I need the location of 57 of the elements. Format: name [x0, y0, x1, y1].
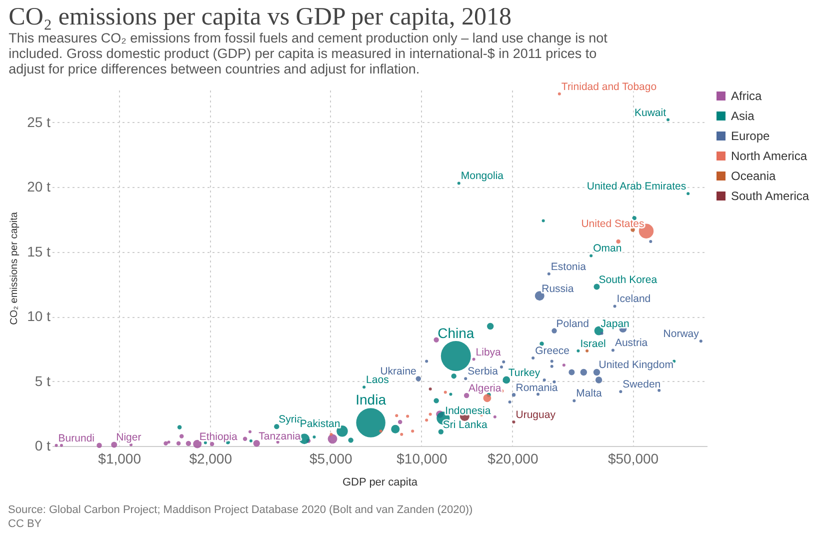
- annotation: Poland: [556, 318, 590, 330]
- annotation: United States: [581, 218, 644, 230]
- annotation: Sweden: [622, 378, 661, 391]
- y-tick-label: 10 t: [27, 308, 51, 324]
- annotation: Mongolia: [460, 170, 504, 182]
- annotation: Greece: [535, 344, 570, 357]
- annotation: Norway: [663, 328, 700, 340]
- annotation: Romania: [516, 382, 558, 394]
- y-axis-title: CO₂ emissions per capita: [9, 212, 20, 325]
- legend-label: North America: [731, 149, 808, 163]
- annotation: Uruguay: [516, 409, 556, 422]
- source-note: Source: Global Carbon Project; Maddison Project Database 2020 (Bolt and van Zanden (2020)): [8, 503, 473, 517]
- y-tick-label: 0 t: [34, 438, 51, 454]
- annotation: Japan: [600, 318, 630, 330]
- annotation: Serbia: [468, 366, 498, 378]
- annotation: Kuwait: [634, 106, 666, 119]
- text: CC BY: [8, 517, 43, 531]
- annotation: United Kingdom: [598, 359, 674, 372]
- x-axis-title: GDP per capita: [342, 476, 418, 488]
- annotation: Burundi: [58, 432, 95, 444]
- y-tick-label: 25 t: [27, 114, 51, 130]
- chart-title: CO₂ emissions per capita vs GDP per capita, 2018: [8, 3, 512, 30]
- y-tick-label: 15 t: [27, 243, 51, 260]
- annotation: Tanzania: [258, 430, 301, 442]
- annotation: Sri Lanka: [442, 418, 488, 431]
- annotation: Malta: [576, 388, 602, 400]
- x-tick-label: $5,000: [310, 450, 353, 466]
- legend-label: Africa: [731, 89, 762, 103]
- x-tick-label: $2,000: [189, 450, 232, 466]
- annotation: Niger: [116, 432, 142, 444]
- annotation: Iceland: [616, 293, 651, 306]
- annotation: China: [438, 325, 474, 342]
- annotation: Libya: [476, 346, 502, 358]
- x-tick-label: $20,000: [488, 450, 538, 466]
- x-tick-label: $50,000: [608, 450, 659, 466]
- annotation: Austria: [614, 337, 648, 350]
- legend-label: South America: [731, 189, 810, 203]
- annotation: Ethiopia: [199, 431, 238, 444]
- legend-label: Asia: [731, 109, 755, 123]
- annotation: India: [356, 392, 386, 408]
- x-tick-label: $10,000: [396, 450, 448, 466]
- annotation: United Arab Emirates: [586, 180, 686, 193]
- annotation: Estonia: [550, 260, 586, 273]
- y-tick-label: 20 t: [27, 178, 51, 195]
- annotation: Algeria: [468, 382, 502, 395]
- legend-label: Europe: [731, 129, 770, 143]
- annotation: Russia: [542, 282, 574, 295]
- x-tick-label: $1,000: [98, 450, 142, 466]
- annotation: Israel: [580, 338, 606, 350]
- chart-subtitle: This measures CO₂ emissions from fossil fuels and cement production only – land use change is not included. Gross domestic product (GDP) per capita is measured in international-$ in 2011 prices to adjust for price differences between countries and adjust for inflation.: [8, 30, 608, 76]
- annotation: Turkey: [508, 366, 541, 379]
- y-tick-label: 5 t: [34, 372, 51, 389]
- legend-label: Oceania: [731, 169, 776, 183]
- annotation: Trinidad and Tobago: [561, 80, 657, 93]
- annotation: Oman: [593, 242, 622, 255]
- annotation: Indonesia: [445, 405, 491, 418]
- annotation: South Korea: [598, 274, 658, 286]
